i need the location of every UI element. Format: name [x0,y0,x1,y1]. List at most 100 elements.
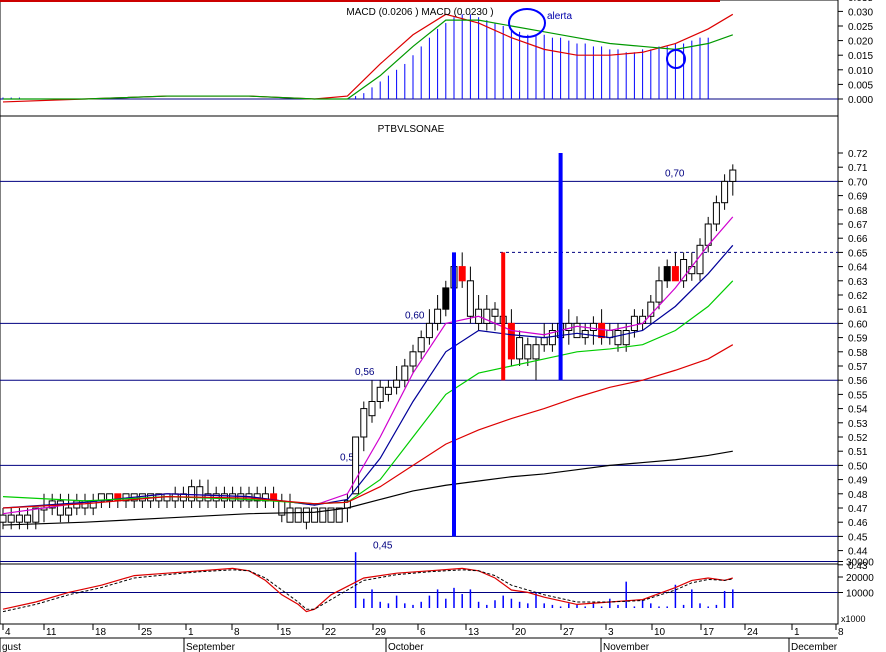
candle-body [622,330,630,346]
price-tick-label: 0.64 [848,263,868,274]
candle-body [647,301,655,317]
candle-body [466,280,474,317]
macd-signal-line [3,19,734,100]
candle-body [409,351,417,367]
macd-tick-label: 0.030 [848,7,873,18]
level-label: 0,60 [405,310,425,321]
macd-tick-label: 0.025 [848,22,873,33]
price-tick-label: 0.47 [848,504,868,515]
macd-tick-label: 0.035 [848,0,873,4]
price-tick-label: 0.56 [848,376,868,387]
macd-layer: 0.035 0.030 0.025 0.020 0.015 0.010 0.005 0.000 [0,0,873,106]
price-tick-label: 0.67 [848,220,868,231]
candle-body [434,308,442,324]
candle-body [393,379,401,388]
candle-body [721,180,729,204]
x-day-label: 29 [375,627,387,638]
price-tick-label: 0.43 [848,561,868,572]
x-day-label: 3 [608,627,614,638]
candle-body [106,493,114,502]
candle-body [425,322,433,339]
moving-average-line [2,344,734,509]
price-tick-label: 0.55 [848,390,868,401]
candle-body [483,308,491,324]
price-tick-label: 0.49 [848,476,868,487]
price-tick-label: 0.72 [848,149,868,160]
alert-label: alerta [547,11,572,22]
x-day-label: 18 [95,627,107,638]
price-tick-label: 0.61 [848,305,868,316]
price-tick-label: 0.58 [848,348,868,359]
candle-body [524,344,532,360]
candle-body [311,507,319,523]
price-tick-label: 0.60 [848,319,868,330]
x-month-label: October [388,642,424,652]
price-tick-label: 0.48 [848,490,868,501]
level-label: 0,50 [340,452,360,463]
candle-body [516,337,524,360]
candle-body [630,315,638,331]
candle-body [548,330,556,346]
candle-body [335,507,343,523]
candle-body [56,500,64,516]
candle-body [614,330,622,346]
candle-body [573,322,581,339]
candle-body [294,507,302,523]
stochastic-k-line [2,567,733,613]
x-day-label: 17 [703,627,715,638]
level-label: 0,45 [373,540,393,551]
price-tick-label: 0.66 [848,234,868,245]
price-title: PTBVLSONAE [378,124,445,135]
candle-body [712,202,720,225]
candle-body [188,486,196,502]
candle-body [598,322,606,339]
x-day-label: 24 [747,627,759,638]
x-day-label: 27 [563,627,575,638]
candle-body [663,266,671,282]
price-tick-label: 0.44 [848,547,868,558]
candle-body [589,322,597,331]
level-label: 0,56 [355,367,375,378]
macd-tick-label: 0.000 [848,95,873,106]
candle-body [352,436,360,495]
price-tick-label: 0.68 [848,206,868,217]
candle-body [7,514,15,523]
price-tick-label: 0.71 [848,163,868,174]
alert-circle-bottom [666,49,686,69]
price-tick-label: 0.50 [848,461,868,472]
candle-body [24,514,32,523]
volume-tick-label: 30000 [846,558,874,569]
x-day-label: 10 [654,627,666,638]
candle-body [0,514,7,523]
level-label: 0,70 [665,168,685,179]
candle-body [532,344,540,360]
x-day-label: 1 [188,627,194,638]
price-tick-label: 0.63 [848,277,868,288]
x-day-label: 11 [46,627,57,638]
candle-body [491,308,499,317]
macd-tick-label: 0.010 [848,66,873,77]
candle-body [384,386,392,395]
x-day-label: 8 [234,627,240,638]
candle-body [655,280,663,303]
moving-average-line [2,450,733,526]
candle-body [302,507,310,523]
volume-multiplier: x1000 [841,614,866,624]
price-tick-label: 0.69 [848,192,868,203]
candle-body [368,401,376,417]
candle-body [507,322,515,360]
price-tick-label: 0.53 [848,419,868,430]
volume-panel-frame [0,563,839,625]
candle-body [729,169,737,182]
x-day-label: 15 [280,627,292,638]
candle-body [286,507,294,523]
price-tick-label: 0.62 [848,291,868,302]
candle-body [196,486,204,502]
price-tick-label: 0.45 [848,532,868,543]
x-day-label: 25 [141,627,153,638]
macd-tick-label: 0.015 [848,51,873,62]
candle-body [376,386,384,402]
price-tick-label: 0.46 [848,518,868,529]
